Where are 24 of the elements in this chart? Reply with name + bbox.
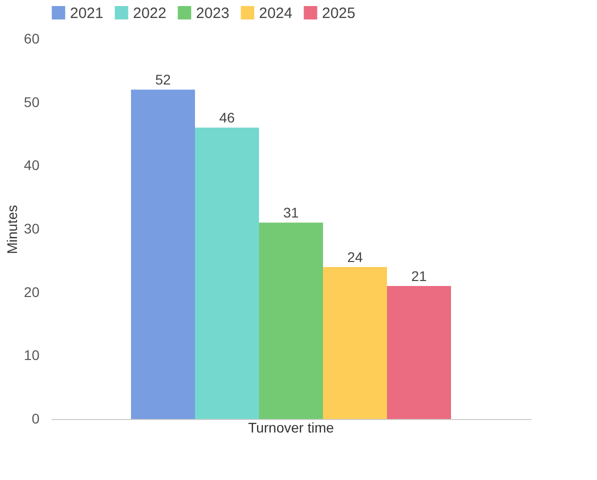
y-tick-label: 20	[24, 284, 40, 300]
data-label: 21	[411, 268, 427, 284]
data-label: 31	[283, 204, 299, 221]
bar	[131, 90, 195, 419]
data-label: 46	[219, 110, 235, 126]
y-tick-label: 10	[24, 347, 40, 364]
bar	[323, 267, 387, 419]
legend-label: 2025	[322, 4, 356, 22]
data-label: 24	[347, 249, 363, 265]
legend-label: 2022	[133, 4, 166, 22]
bar	[387, 286, 451, 419]
legend-label: 2023	[196, 4, 230, 22]
x-tick-label: Turnover time	[248, 420, 334, 436]
bar	[259, 222, 323, 419]
y-tick-label: 0	[32, 410, 40, 426]
bar	[195, 128, 259, 419]
y-tick-label: 30	[24, 220, 40, 236]
y-tick-label: 50	[24, 94, 40, 110]
y-tick-label: 60	[24, 30, 40, 46]
legend-label: 2024	[259, 4, 292, 22]
data-label: 52	[155, 72, 171, 88]
y-tick-label: 40	[24, 157, 40, 174]
y-axis-title: Minutes	[4, 204, 20, 254]
legend-label: 2021	[70, 4, 104, 22]
